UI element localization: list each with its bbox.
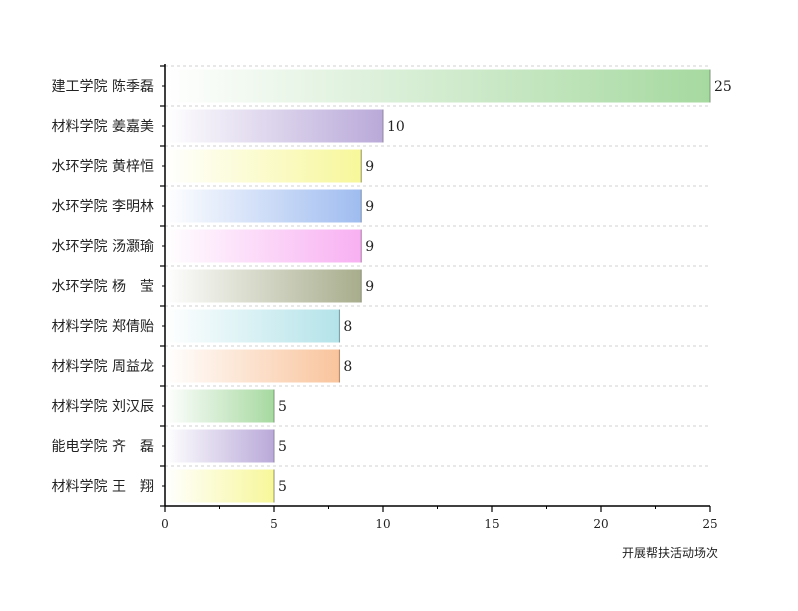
category-label: 能电学院 齐 磊	[52, 439, 154, 455]
category-label: 材料学院 周益龙	[52, 359, 154, 375]
category-label: 材料学院 郑倩贻	[52, 319, 154, 335]
bars	[165, 69, 711, 503]
x-tick-label: 25	[702, 517, 717, 531]
bar	[165, 269, 362, 303]
category-label: 水环学院 黄梓恒	[52, 158, 154, 175]
bar	[165, 69, 710, 103]
bar	[165, 229, 362, 263]
bar	[165, 389, 274, 423]
category-label: 材料学院 王 翔	[52, 479, 154, 495]
category-label: 材料学院 刘汉辰	[52, 399, 154, 415]
x-tick-label: 0	[161, 517, 169, 531]
x-tick-label: 10	[375, 517, 390, 531]
category-label: 水环学院 汤灏瑜	[52, 238, 154, 255]
category-label: 建工学院 陈季磊	[52, 78, 154, 95]
bar	[165, 189, 362, 223]
data-label: 8	[343, 319, 352, 335]
data-label: 9	[365, 239, 374, 255]
category-label: 水环学院 杨 莹	[52, 279, 154, 295]
bar	[165, 469, 274, 503]
labels: 25 建工学院 陈季磊 10 材料学院 姜嘉美 9 水环学院 黄梓恒 9 水环学院 李明林 9 水…	[52, 78, 732, 531]
data-label: 9	[365, 199, 374, 215]
grid-lines	[165, 65, 710, 467]
data-label: 5	[278, 399, 287, 415]
data-label: 8	[343, 359, 352, 375]
x-tick-label: 20	[593, 517, 608, 531]
data-label: 9	[365, 159, 374, 175]
category-label: 水环学院 李明林	[52, 199, 154, 215]
x-tick-label: 15	[484, 517, 499, 531]
x-tick-label: 5	[270, 517, 278, 531]
data-label: 10	[387, 119, 405, 135]
x-axis-title: 开展帮扶活动场次	[622, 545, 718, 560]
bar	[165, 429, 274, 463]
data-label: 5	[278, 439, 287, 455]
category-label: 材料学院 姜嘉美	[52, 119, 154, 135]
bar	[165, 309, 340, 343]
data-label: 25	[714, 79, 732, 95]
data-label: 9	[365, 279, 374, 295]
axes	[160, 64, 711, 512]
bar	[165, 109, 383, 143]
bar	[165, 349, 340, 383]
bar	[165, 149, 362, 183]
data-label: 5	[278, 479, 287, 495]
